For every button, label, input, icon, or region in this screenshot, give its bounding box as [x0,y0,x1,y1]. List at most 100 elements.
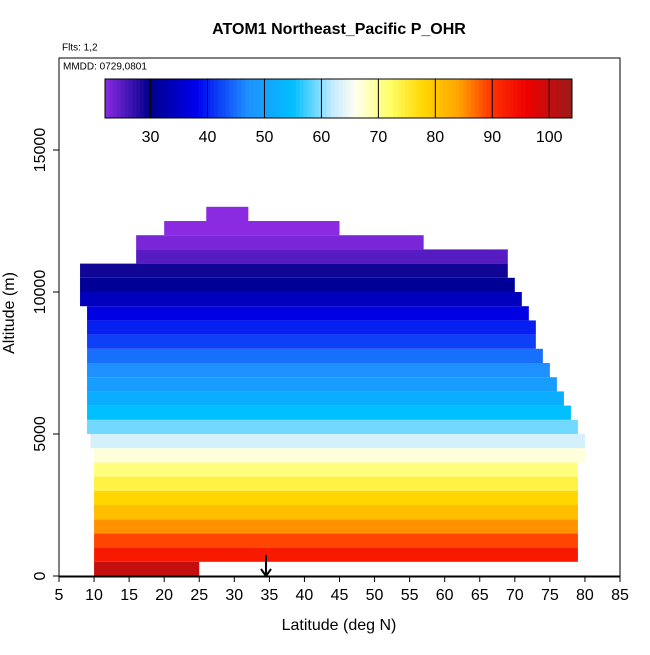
colorbar-cell [132,79,137,118]
colorbar-cell [540,79,546,118]
colorbar-cell [291,79,297,118]
colorbar-cell [108,79,114,118]
colorbar-cell [245,79,250,118]
colorbar-cell [377,79,382,118]
colorbar-cell [159,79,164,118]
heat-cell [94,533,578,548]
heat-cell [206,206,249,222]
heat-cell [136,235,424,250]
colorbar-cell [428,79,433,118]
colorbar-cell [346,79,351,118]
colorbar-tick-label: 80 [426,129,444,146]
colorbar-cell [163,79,168,118]
colorbar-tick-label: 50 [256,129,274,146]
colorbar-cell [478,79,483,118]
colorbar-cell [237,79,242,118]
y-tick-label: 15000 [32,128,49,173]
colorbar-cell [287,79,293,118]
colorbar-cell [404,79,410,118]
colorbar-cell [194,79,199,118]
colorbar-cell [501,79,507,118]
heat-cell [94,476,578,491]
colorbar-cell [248,79,254,118]
colorbar-cell [369,79,375,118]
colorbar-cell [381,79,386,118]
colorbar-cell [338,79,343,118]
colorbar-cell [241,79,246,118]
x-tick-label: 75 [541,587,559,604]
marker-arrow [260,555,272,578]
x-tick-label: 20 [155,587,173,604]
heat-cell [94,505,578,520]
x-tick-label: 70 [506,587,524,604]
y-axis-label: Altitude (m) [1,272,18,354]
colorbar-cell [455,79,460,118]
y-tick-label: 5000 [32,416,49,452]
heat-cell [94,547,578,562]
y-tick-label: 0 [32,571,49,580]
colorbar-cell [143,79,149,118]
colorbar-cell [431,79,437,118]
colorbar-cell [494,79,499,118]
colorbar-cell [128,79,133,118]
colorbar-cell [439,79,445,118]
colorbar-cell [470,79,476,118]
colorbar-cell [412,79,417,118]
colorbar-cell [155,79,160,118]
colorbar-cell [280,79,285,118]
heat-cell [87,334,536,349]
colorbar-cell [443,79,448,118]
colorbar-cell [175,79,180,118]
colorbar-cell [357,79,363,118]
colorbar-cell [284,79,289,118]
heat-cell [80,277,515,293]
colorbar-cell [272,79,277,118]
heat-cell [87,377,557,392]
colorbar-cell [536,79,542,118]
colorbar-cell [354,79,359,118]
x-tick-label: 35 [260,587,278,604]
heat-cell [87,348,543,364]
colorbar-tick-label: 70 [369,129,387,146]
colorbar-tick-label: 40 [199,129,217,146]
colorbar-cell [299,79,304,118]
heat-cell [164,221,340,236]
colorbar-cell [548,79,554,118]
colorbar-cell [120,79,125,118]
colorbar-cell [225,79,231,118]
colorbar-cell [392,79,398,118]
colorbar-cell [361,79,367,118]
colorbar-cell [385,79,390,118]
colorbar-cell [482,79,487,118]
x-tick-label: 5 [55,587,64,604]
colorbar-cell [544,79,550,118]
colorbar-cell [202,79,207,118]
colorbar-cell [564,79,569,118]
colorbar-cell [171,79,176,118]
colorbar-cell [307,79,312,118]
colorbar-cell [276,79,281,118]
colorbar-cell [295,79,301,118]
colorbar-cell [182,79,188,118]
heatmap [80,206,585,576]
colorbar-cell [396,79,402,118]
colorbar-cell [116,79,122,118]
colorbar-cell [505,79,511,118]
x-tick-label: 25 [190,587,208,604]
colorbar-cell [268,79,273,118]
heat-cell [136,249,508,264]
heat-cell [87,306,529,321]
x-tick-label: 30 [225,587,243,604]
subtitle: Flts: 1,2 [62,43,98,54]
colorbar-cell [217,79,223,118]
x-tick-label: 10 [85,587,103,604]
heat-cell [80,263,508,278]
colorbar-cell [552,79,557,118]
colorbar-cell [124,79,129,118]
colorbar-cell [459,79,464,118]
x-tick-label: 65 [471,587,489,604]
colorbar-cell [474,79,480,118]
colorbar-cell [533,79,538,118]
colorbar-cell [190,79,196,118]
